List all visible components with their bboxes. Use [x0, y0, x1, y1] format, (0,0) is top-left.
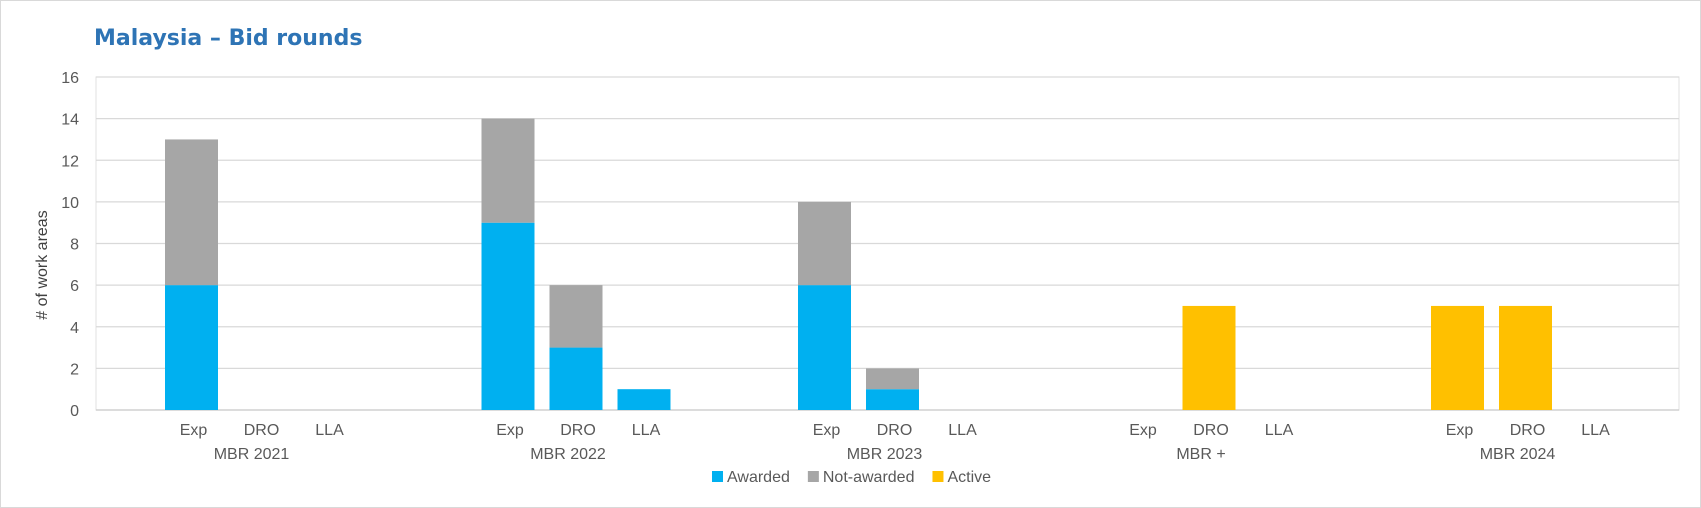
y-tick-labels: 0 2 4 6 8 10 12 14 16	[61, 70, 79, 420]
bar-not-awarded	[866, 368, 919, 390]
x-tick-labels: Exp DRO LLA MBR 2021 Exp DRO LLA MBR 2022 Exp DRO…	[180, 422, 1610, 463]
legend-swatch	[932, 471, 944, 482]
bar-active	[1431, 305, 1484, 410]
bar-awarded	[165, 285, 218, 410]
x-tick-label: LLA	[1581, 422, 1610, 439]
x-tick-label: Exp	[813, 422, 841, 439]
bar-active	[1182, 305, 1236, 410]
x-tick-label: Exp	[180, 422, 208, 439]
x-tick-label: DRO	[1510, 422, 1546, 439]
y-tick-label: 16	[61, 70, 79, 87]
x-tick-label: LLA	[315, 422, 344, 439]
x-tick-label: Exp	[1129, 422, 1157, 439]
x-tick-label: DRO	[244, 422, 280, 439]
group-label: MBR 2024	[1480, 446, 1556, 463]
bar-awarded	[481, 222, 535, 410]
bar-awarded	[866, 389, 919, 410]
y-tick-label: 0	[70, 403, 79, 420]
legend-label: Active	[947, 469, 991, 486]
bar-awarded	[798, 285, 851, 410]
x-tick-label: DRO	[877, 422, 913, 439]
x-tick-label: Exp	[1446, 422, 1474, 439]
y-tick-label: 6	[70, 278, 79, 295]
group-label: MBR 2023	[847, 446, 923, 463]
x-tick-label: Exp	[496, 422, 524, 439]
y-tick-label: 10	[61, 195, 79, 212]
bars	[165, 118, 1552, 410]
chart-title: Malaysia – Bid rounds	[94, 26, 363, 51]
y-tick-label: 8	[70, 237, 79, 254]
bar-not-awarded	[798, 201, 851, 286]
legend-swatch	[712, 471, 723, 482]
bar-not-awarded	[165, 139, 218, 286]
bar-awarded	[549, 347, 603, 410]
legend-label: Awarded	[727, 469, 790, 486]
y-tick-label: 4	[70, 320, 79, 337]
bar-awarded	[617, 389, 671, 410]
x-tick-label: LLA	[948, 422, 977, 439]
x-tick-label: LLA	[632, 422, 661, 439]
bar-not-awarded	[549, 285, 603, 348]
x-tick-label: DRO	[1193, 422, 1229, 439]
y-tick-label: 12	[61, 153, 79, 170]
x-tick-label: DRO	[560, 422, 596, 439]
legend: Awarded Not-awarded Active	[712, 469, 991, 486]
y-axis-label: # of work areas	[34, 210, 51, 319]
group-label: MBR 2022	[530, 446, 606, 463]
group-label: MBR +	[1176, 446, 1225, 463]
legend-swatch	[807, 471, 819, 482]
y-tick-label: 2	[70, 361, 79, 378]
legend-label: Not-awarded	[823, 469, 915, 486]
bar-not-awarded	[481, 118, 535, 223]
x-tick-label: LLA	[1265, 422, 1294, 439]
bar-active	[1499, 305, 1552, 410]
group-label: MBR 2021	[214, 446, 290, 463]
y-tick-label: 14	[61, 112, 79, 129]
